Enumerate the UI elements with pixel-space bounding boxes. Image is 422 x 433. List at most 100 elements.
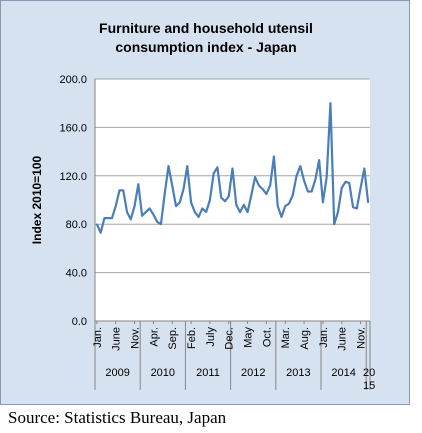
data-point [145, 211, 147, 213]
data-point [167, 165, 170, 167]
data-point [96, 223, 98, 225]
data-point [152, 213, 155, 216]
x-tick-label: Apr. [148, 327, 160, 347]
data-point [254, 176, 256, 178]
y-tick-label: 120.0 [59, 171, 87, 183]
data-point [212, 172, 215, 175]
x-tick-label: July [205, 327, 217, 347]
data-point [344, 181, 347, 183]
data-point [363, 167, 366, 170]
data-point [171, 184, 174, 187]
year-label: 2009 [105, 367, 129, 379]
x-tick-label: Nov. [356, 327, 368, 349]
data-point [269, 184, 271, 187]
data-point [205, 211, 207, 213]
year-label: 2011 [196, 367, 220, 379]
y-tick-label: 200.0 [59, 74, 87, 86]
data-point [325, 176, 328, 178]
data-point [129, 218, 132, 221]
year-label-continuation: 15 [363, 380, 375, 392]
data-point [273, 155, 275, 158]
data-point [103, 217, 106, 219]
data-point [126, 211, 128, 213]
data-point [310, 190, 313, 193]
year-label: 2010 [151, 367, 175, 379]
data-point [163, 193, 166, 195]
data-point [111, 217, 113, 219]
data-point [178, 201, 181, 204]
data-point [141, 214, 143, 217]
data-point [114, 205, 117, 207]
year-label: 20 [363, 367, 375, 379]
data-point [280, 216, 283, 218]
data-point [160, 223, 162, 225]
x-tick-label: Feb. [186, 327, 198, 349]
x-tick-label: Oct. [261, 327, 273, 347]
data-point [209, 199, 211, 201]
data-point [258, 184, 260, 187]
data-point [352, 206, 354, 209]
x-tick-label: Mar. [280, 327, 292, 348]
data-point [194, 211, 196, 213]
data-point [333, 223, 336, 225]
data-point [243, 204, 245, 206]
data-point [303, 179, 305, 182]
data-point [186, 165, 189, 167]
data-point [239, 211, 241, 213]
x-tick-label: Nov. [130, 327, 142, 349]
y-tick-label: 40.0 [66, 268, 87, 280]
x-tick-label: May [243, 327, 255, 348]
data-point [276, 205, 279, 207]
data-point [250, 194, 253, 196]
data-point [175, 205, 177, 207]
y-tick-label: 160.0 [59, 122, 87, 134]
data-point [156, 220, 158, 223]
data-point [307, 190, 309, 193]
data-point [359, 187, 362, 189]
data-point [291, 194, 294, 196]
y-tick-label: 0.0 [72, 316, 87, 328]
data-point [348, 182, 351, 184]
x-tick-label: Aug. [299, 327, 311, 350]
chart-title-line-1: Furniture and household utensil [99, 20, 313, 36]
year-label: 2014 [331, 367, 355, 379]
data-point [107, 217, 109, 219]
data-point [265, 193, 268, 195]
data-point [122, 189, 125, 192]
data-point [356, 207, 358, 210]
data-point [133, 205, 136, 207]
line-chart: Furniture and household utensil consumpt… [30, 20, 375, 392]
data-point [284, 205, 287, 207]
data-point [118, 189, 121, 192]
chart-title-line-2: consumption index - Japan [115, 39, 296, 55]
data-point [182, 188, 185, 190]
data-point [261, 188, 264, 190]
x-tick-label: Sep. [167, 327, 179, 350]
x-tick-label: Jan. [318, 327, 330, 348]
data-point [329, 102, 332, 104]
data-point [224, 200, 226, 203]
data-point [367, 201, 369, 204]
data-point [295, 175, 298, 177]
data-point [216, 166, 219, 169]
data-point [288, 202, 290, 205]
data-point [318, 159, 320, 161]
data-point [148, 207, 151, 210]
data-point [220, 196, 222, 199]
data-point [99, 231, 102, 234]
x-tick-label: Jan. [92, 327, 104, 348]
data-point [201, 207, 204, 210]
year-label: 2012 [241, 367, 265, 379]
year-label: 2013 [286, 367, 310, 379]
data-point [337, 211, 339, 213]
data-point [190, 201, 192, 204]
data-point [322, 201, 324, 204]
data-point [314, 178, 317, 181]
data-point [137, 183, 140, 186]
x-tick-label: June [111, 327, 123, 351]
data-point [340, 187, 343, 189]
x-tick-label: Dec. [224, 327, 236, 350]
data-point [235, 204, 238, 206]
data-point [197, 216, 200, 218]
x-tick-label: June [337, 327, 349, 351]
